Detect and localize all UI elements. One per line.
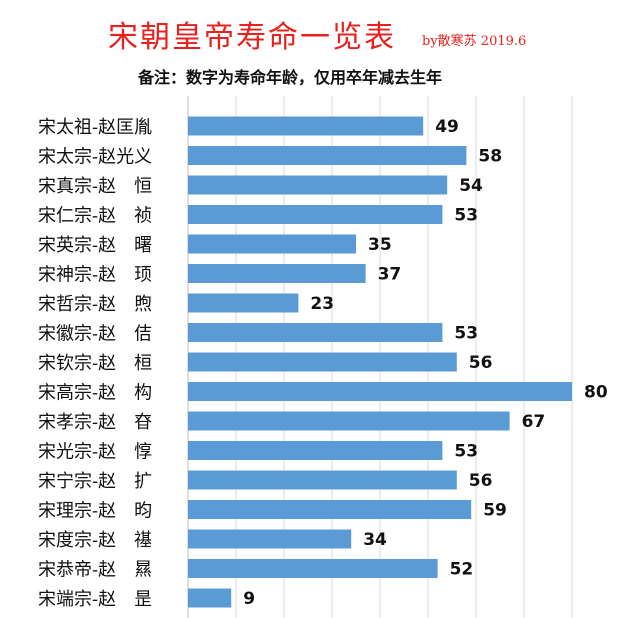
bar	[188, 529, 352, 549]
category-label: 宋光宗-赵 惇	[38, 442, 152, 463]
data-label: 67	[522, 412, 546, 432]
category-label: 宋度宗-赵 禥	[38, 530, 152, 551]
bar	[188, 146, 467, 165]
category-label: 宋哲宗-赵 煦	[38, 294, 152, 315]
bar	[188, 500, 472, 519]
category-label: 宋神宗-赵 顼	[38, 265, 152, 286]
category-label: 宋端宗-赵 昰	[38, 589, 152, 610]
category-label: 宋恭帝-赵 㬎	[38, 560, 152, 581]
category-label: 宋理宗-赵 昀	[38, 501, 152, 522]
data-label: 53	[454, 206, 478, 226]
category-label: 宋真宗-赵 恒	[38, 176, 152, 197]
category-label: 宋高宗-赵 构	[38, 383, 152, 404]
data-label: 53	[454, 324, 478, 344]
bar	[188, 175, 448, 195]
bar	[188, 382, 572, 401]
data-label: 34	[363, 530, 387, 550]
data-label: 56	[469, 353, 493, 373]
category-label: 宋仁宗-赵 祯	[38, 206, 152, 227]
data-label: 35	[368, 235, 392, 255]
bar	[188, 323, 443, 342]
bar	[188, 588, 232, 608]
chart-note: 备注：数字为寿命年龄，仅用卒年减去生年	[138, 68, 443, 87]
data-label: 53	[454, 442, 478, 462]
bar	[188, 264, 366, 283]
bar	[188, 205, 443, 224]
bar	[188, 441, 443, 460]
bar	[188, 293, 299, 313]
bar	[188, 116, 424, 136]
category-label: 宋孝宗-赵 昚	[38, 412, 152, 433]
data-label: 56	[469, 471, 493, 491]
data-label: 80	[584, 383, 608, 403]
category-label: 宋太祖-赵匡胤	[38, 117, 152, 138]
data-label: 59	[483, 501, 507, 521]
data-label: 52	[450, 560, 474, 580]
data-label: 58	[478, 147, 502, 167]
author-byline: by散寒苏 2019.6	[422, 34, 527, 49]
data-label: 9	[243, 589, 255, 609]
data-label: 23	[310, 294, 334, 314]
bar	[188, 234, 356, 254]
category-label: 宋徽宗-赵 佶	[38, 324, 152, 345]
bar	[188, 559, 438, 578]
category-label: 宋太宗-赵光义	[38, 147, 152, 168]
data-label: 37	[378, 265, 402, 285]
category-label: 宋宁宗-赵 扩	[38, 471, 152, 492]
data-label: 54	[459, 176, 483, 196]
bar	[188, 411, 510, 431]
chart-title: 宋朝皇帝寿命一览表	[108, 20, 396, 55]
bar	[188, 470, 457, 490]
data-label: 49	[435, 117, 459, 137]
category-label: 宋钦宗-赵 桓	[38, 353, 152, 374]
bar	[188, 352, 457, 372]
category-label: 宋英宗-赵 曙	[38, 235, 152, 256]
